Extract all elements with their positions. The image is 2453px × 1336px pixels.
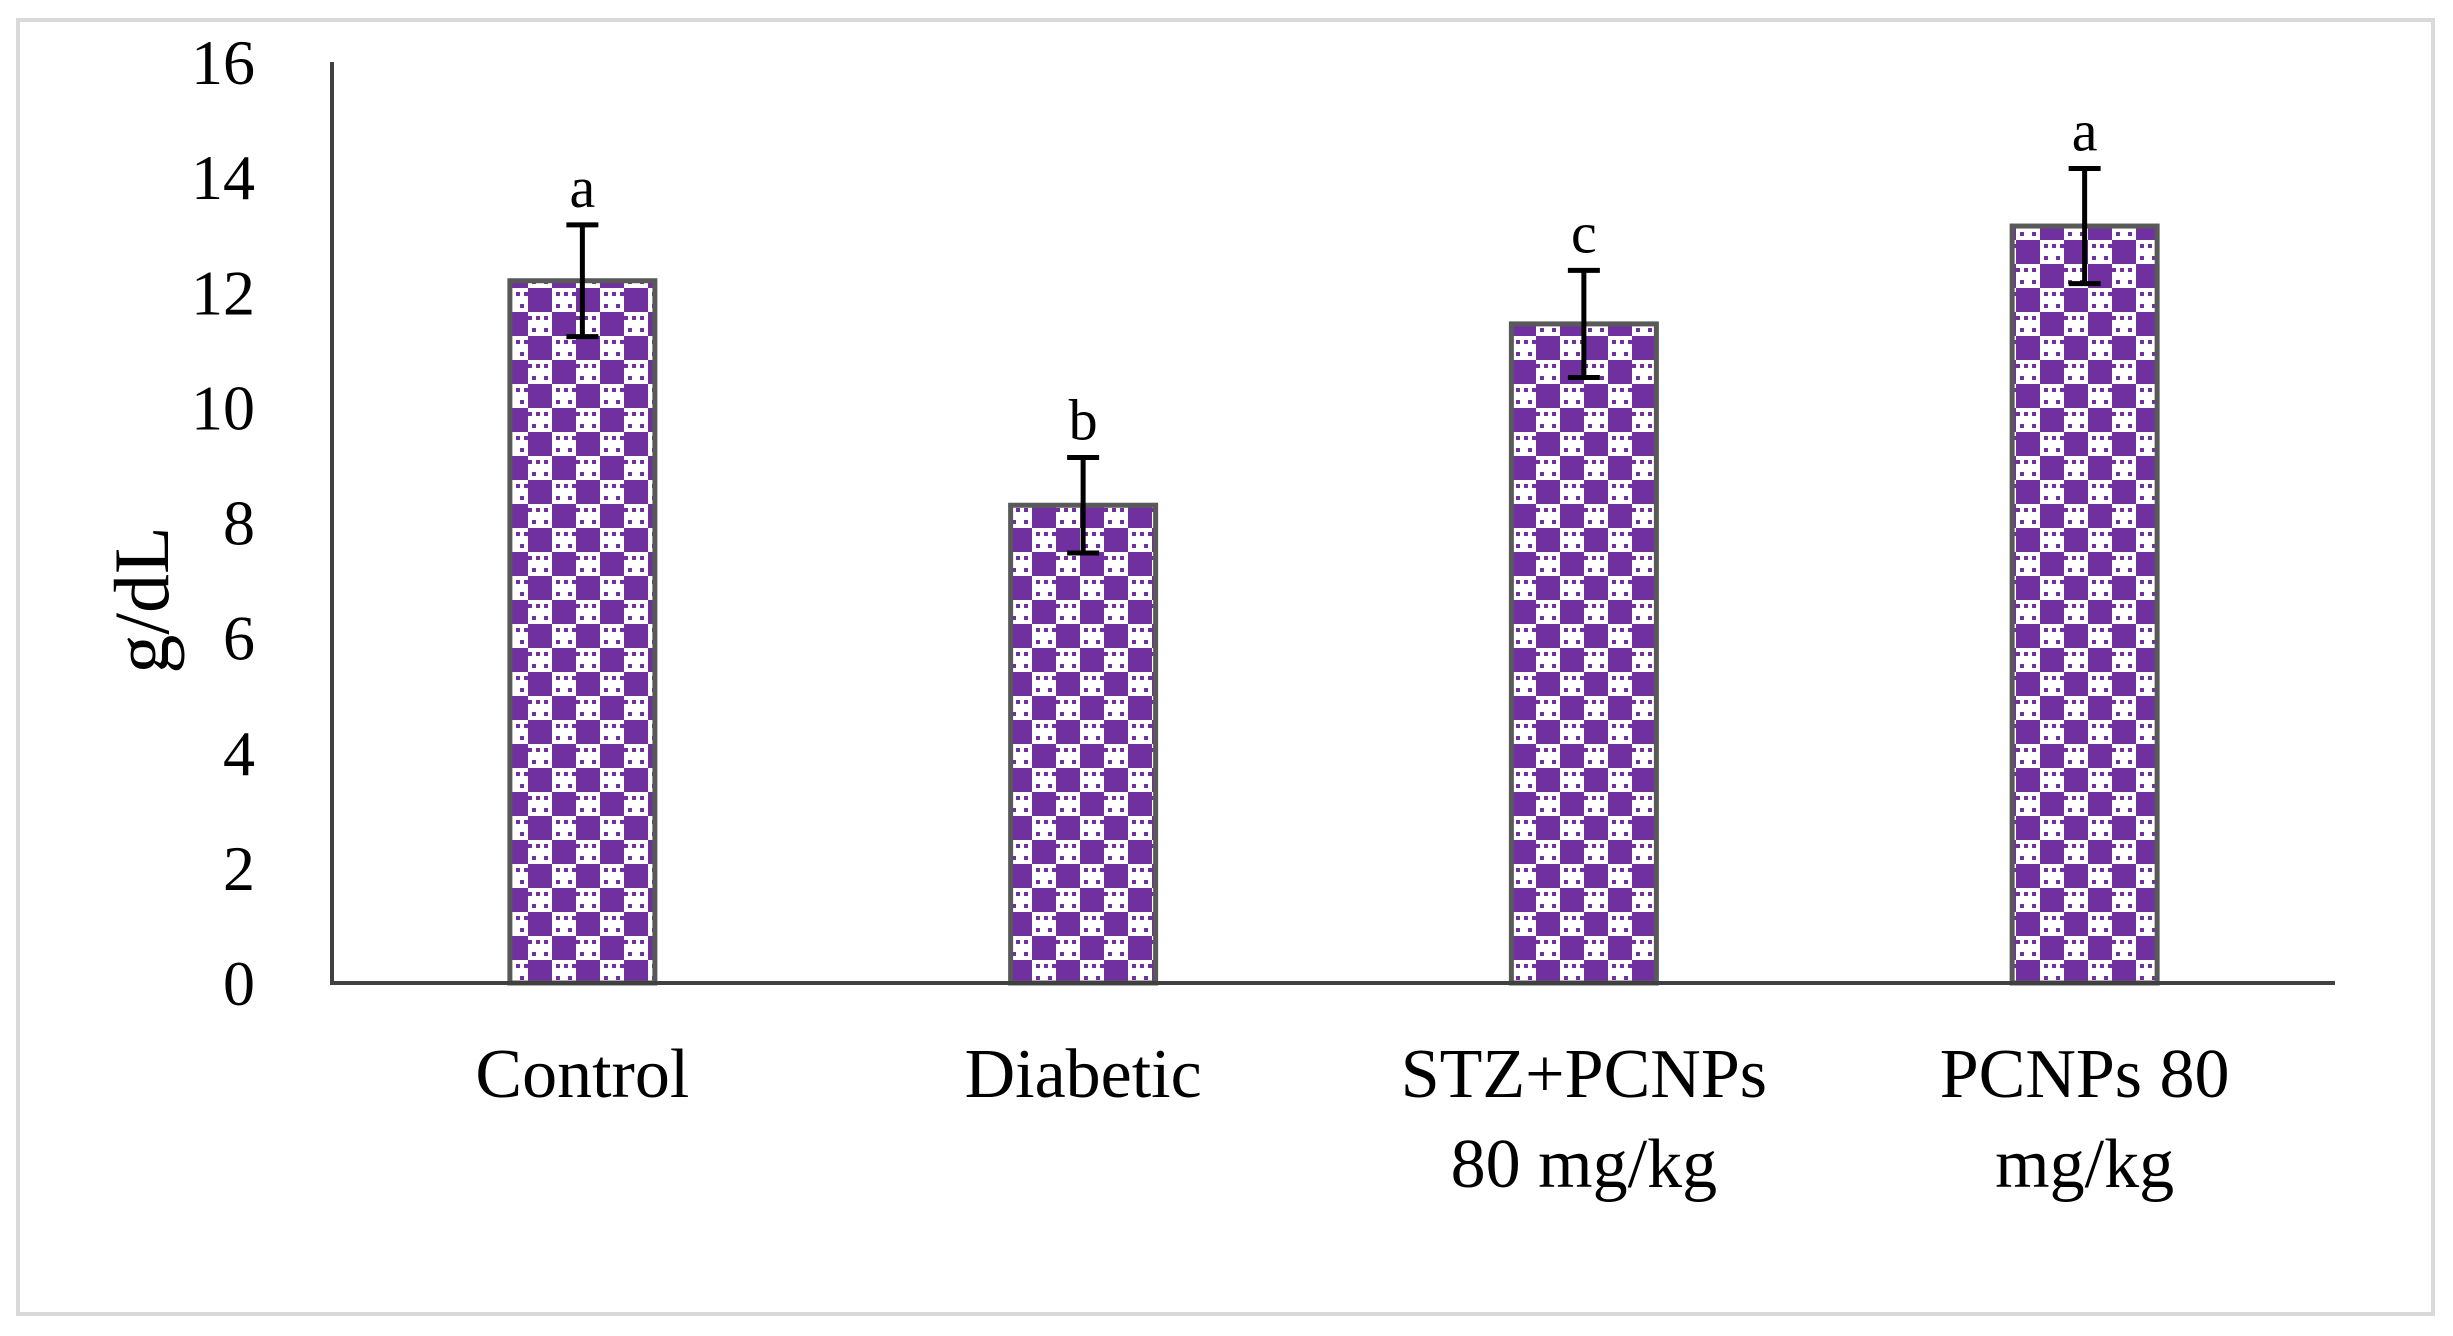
- category-label-1-line-0: Diabetic: [965, 1036, 1202, 1113]
- category-label-3-line-1: mg/kg: [1995, 1126, 2174, 1203]
- error-bar-0: [566, 222, 599, 340]
- category-label-0-line-0: Control: [475, 1036, 689, 1113]
- significance-label-0: a: [570, 155, 596, 220]
- error-bar-1: [1067, 454, 1100, 556]
- y-axis-title: g/dL: [98, 526, 185, 673]
- bars: [507, 223, 2160, 986]
- significance-label-3: a: [2072, 98, 2098, 163]
- y-tick-label: 8: [223, 488, 255, 559]
- significance-labels: a b c a: [570, 98, 2098, 452]
- category-label-2-line-1: 80 mg/kg: [1451, 1126, 1717, 1203]
- y-tick-label: 0: [223, 948, 255, 1019]
- category-label-3-line-0: PCNPs 80: [1940, 1036, 2230, 1113]
- error-bar-3: [2068, 165, 2101, 287]
- y-tick-label: 6: [223, 603, 255, 674]
- y-tick-label: 4: [223, 718, 255, 789]
- error-bar-2: [1567, 267, 1600, 380]
- category-labels: Control Diabetic STZ+PCNPs 80 mg/kg PCNPs 80…: [475, 1036, 2229, 1203]
- error-bars: [566, 165, 2101, 556]
- bar-2: [1508, 321, 1659, 986]
- y-tick-label: 10: [191, 372, 255, 443]
- category-label-2-line-0: STZ+PCNPs: [1401, 1036, 1767, 1113]
- significance-label-2: c: [1571, 200, 1597, 265]
- y-tick-label: 16: [191, 27, 255, 98]
- y-tick-label: 14: [191, 142, 255, 213]
- y-axis-ticks: 0 2 4 6 8 10 12 14 16: [191, 27, 255, 1019]
- bar-0: [507, 278, 658, 986]
- significance-label-1: b: [1069, 387, 1098, 452]
- bar-1: [1008, 502, 1159, 986]
- y-tick-label: 12: [191, 257, 255, 328]
- bar-3: [2009, 223, 2160, 986]
- y-tick-label: 2: [223, 833, 255, 904]
